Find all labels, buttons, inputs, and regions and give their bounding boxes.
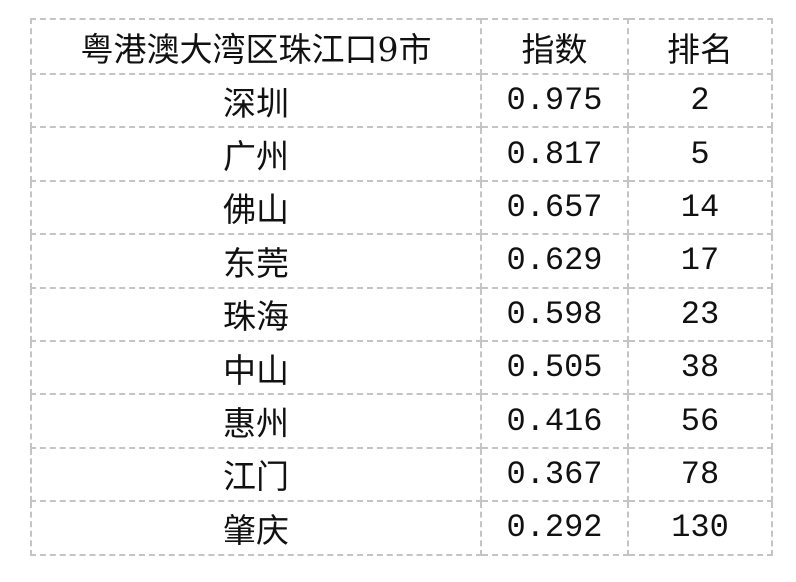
cell-index: 0.367 <box>480 446 629 503</box>
cell-city: 中山 <box>30 339 482 396</box>
header-rank: 排名 <box>627 18 773 75</box>
cell-index: 0.598 <box>480 286 629 342</box>
cell-rank: 17 <box>627 233 773 289</box>
cell-rank: 14 <box>627 179 773 236</box>
cell-city: 肇庆 <box>30 500 482 556</box>
city-index-table: 粤港澳大湾区珠江口9市 指数 排名 深圳 0.975 2 广州 0.817 5 佛山 0.65… <box>30 18 773 556</box>
table-row: 东莞 0.629 17 <box>30 233 773 289</box>
cell-index: 0.505 <box>480 339 629 396</box>
table-row: 珠海 0.598 23 <box>30 286 773 342</box>
cell-index: 0.629 <box>480 233 629 289</box>
cell-rank: 23 <box>627 286 773 342</box>
cell-city: 珠海 <box>30 286 482 342</box>
cell-index: 0.416 <box>480 393 629 449</box>
cell-rank: 130 <box>627 500 773 556</box>
table-row: 中山 0.505 38 <box>30 339 773 396</box>
cell-index: 0.657 <box>480 179 629 236</box>
cell-city: 惠州 <box>30 393 482 449</box>
cell-index: 0.817 <box>480 126 629 182</box>
cell-city: 东莞 <box>30 233 482 289</box>
cell-city: 深圳 <box>30 72 482 129</box>
cell-index: 0.975 <box>480 72 629 129</box>
table-row: 惠州 0.416 56 <box>30 393 773 449</box>
cell-city: 江门 <box>30 446 482 503</box>
table-row: 佛山 0.657 14 <box>30 179 773 236</box>
cell-rank: 2 <box>627 72 773 129</box>
cell-rank: 56 <box>627 393 773 449</box>
header-index: 指数 <box>480 18 629 75</box>
table-row: 肇庆 0.292 130 <box>30 500 773 556</box>
cell-rank: 38 <box>627 339 773 396</box>
cell-rank: 5 <box>627 126 773 182</box>
header-city: 粤港澳大湾区珠江口9市 <box>30 18 482 75</box>
table-header-row: 粤港澳大湾区珠江口9市 指数 排名 <box>30 18 773 75</box>
cell-rank: 78 <box>627 446 773 503</box>
table-row: 江门 0.367 78 <box>30 446 773 503</box>
cell-city: 广州 <box>30 126 482 182</box>
cell-city: 佛山 <box>30 179 482 236</box>
table-row: 广州 0.817 5 <box>30 126 773 182</box>
cell-index: 0.292 <box>480 500 629 556</box>
table-row: 深圳 0.975 2 <box>30 72 773 129</box>
